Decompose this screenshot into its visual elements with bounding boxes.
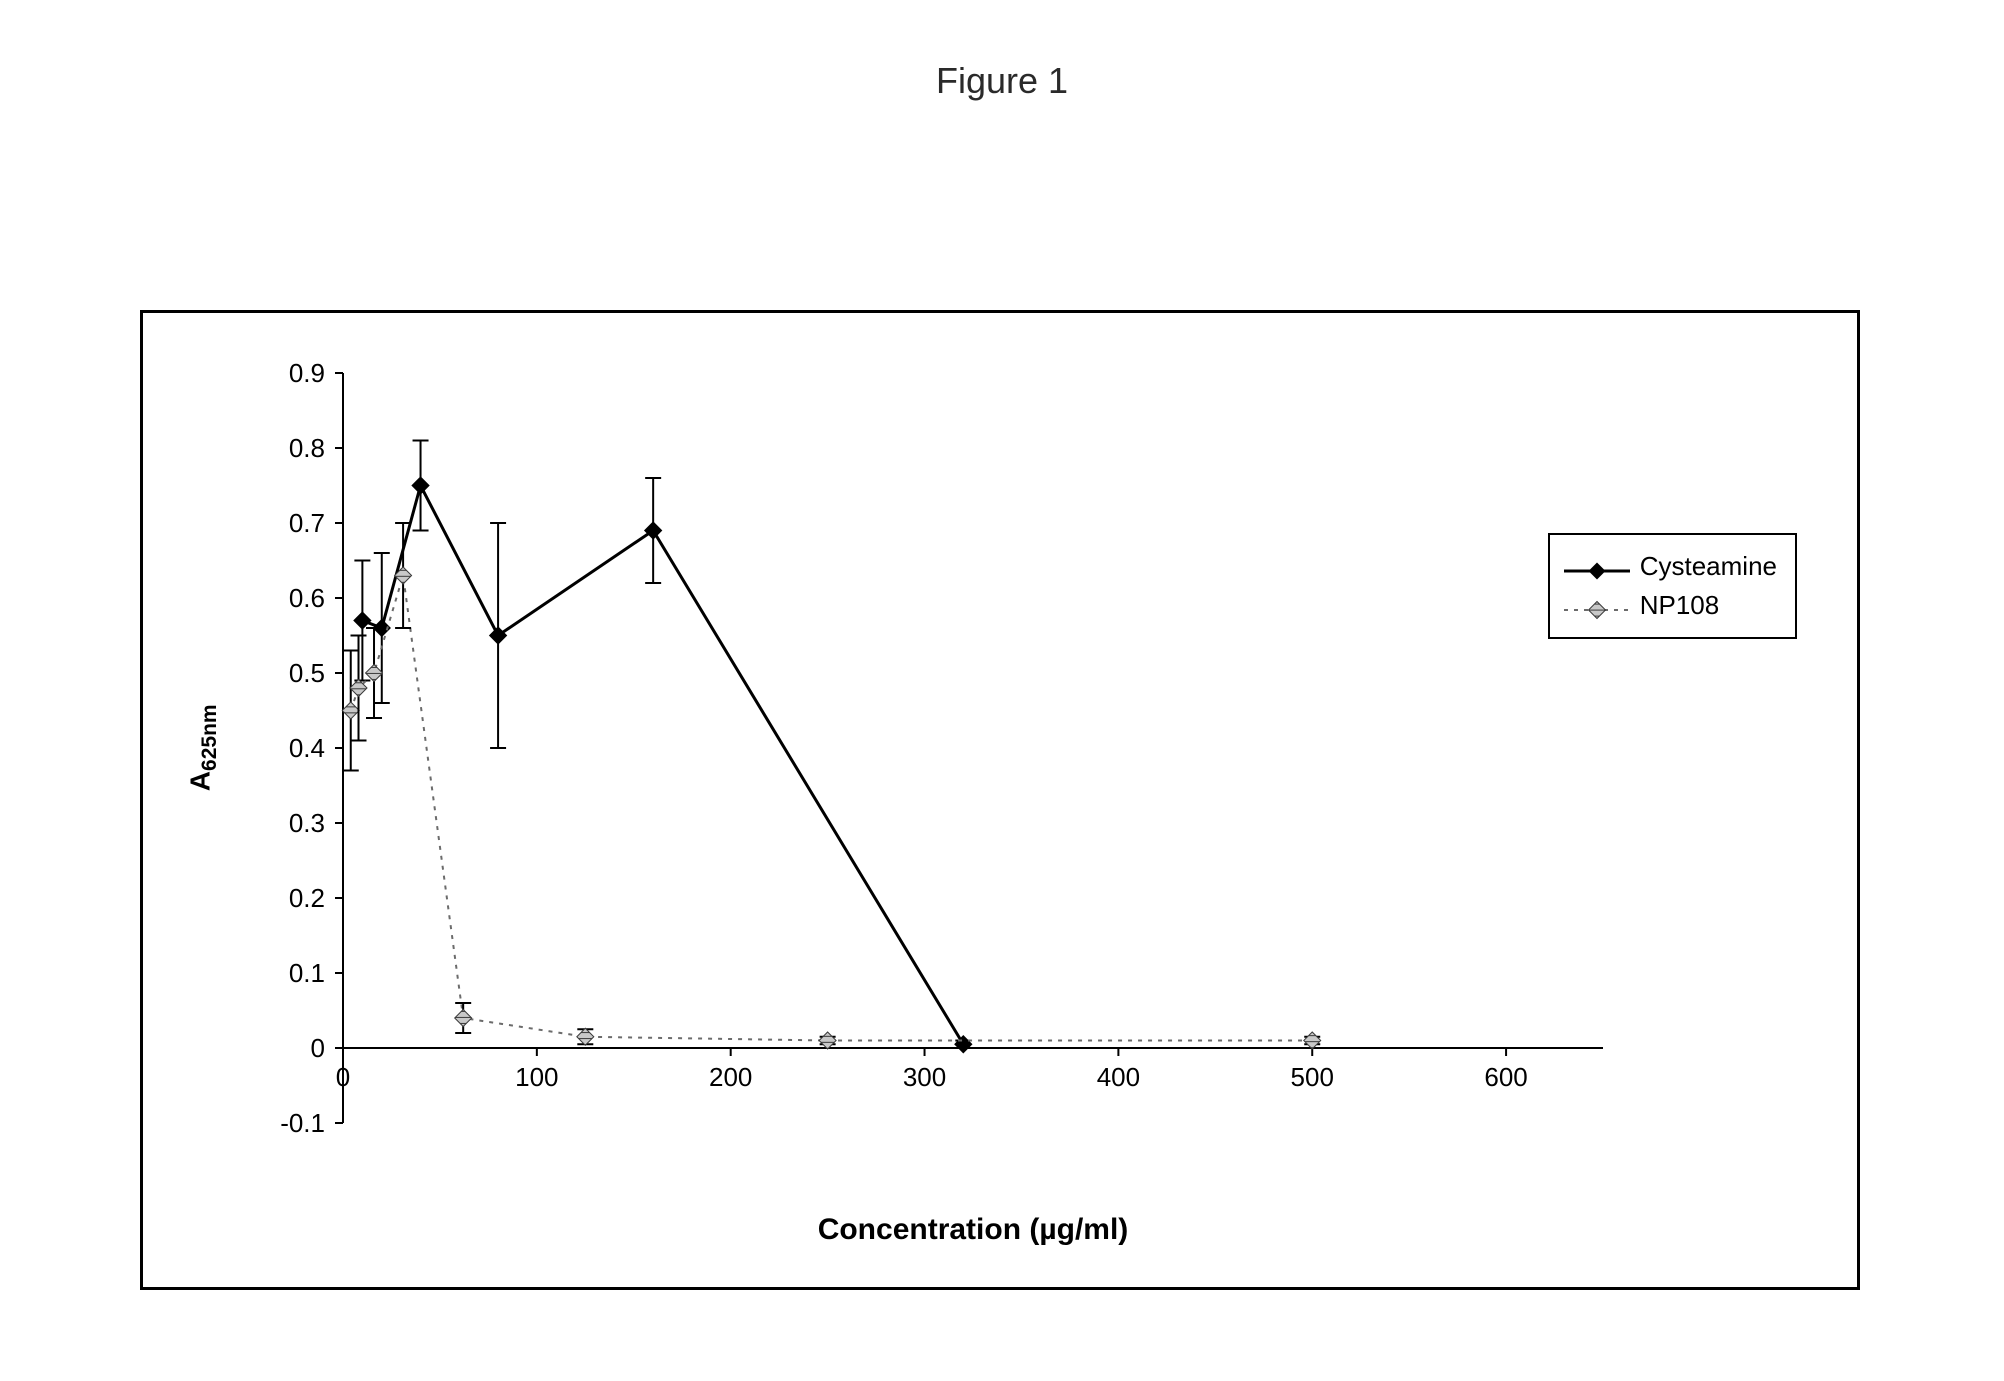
x-axis-title: Concentration (µg/ml) [343,1213,1603,1247]
page: Figure 1 A625nm -0.1 0 0.1 0.2 0.3 0.4 0.5 0.6 0… [0,0,2004,1381]
svg-text:0: 0 [336,1062,350,1092]
svg-text:0.3: 0.3 [289,808,325,838]
svg-text:0.9: 0.9 [289,358,325,388]
svg-text:100: 100 [515,1062,558,1092]
legend-swatch-cysteamine [1564,557,1630,577]
svg-text:200: 200 [709,1062,752,1092]
legend-item-cysteamine: Cysteamine [1564,547,1777,586]
plot-svg: -0.100.10.20.30.40.50.60.70.80.901002003… [343,373,1603,1123]
svg-text:400: 400 [1097,1062,1140,1092]
svg-text:500: 500 [1291,1062,1334,1092]
svg-text:-0.1: -0.1 [280,1108,325,1138]
y-axis-title-text: A625nm [184,705,222,792]
svg-text:0.7: 0.7 [289,508,325,538]
svg-text:0.5: 0.5 [289,658,325,688]
svg-text:0.6: 0.6 [289,583,325,613]
svg-text:600: 600 [1484,1062,1527,1092]
legend-swatch-np108 [1564,596,1630,616]
svg-text:300: 300 [903,1062,946,1092]
svg-text:0.1: 0.1 [289,958,325,988]
legend-label-np108: NP108 [1640,590,1720,621]
figure-title: Figure 1 [0,60,2004,102]
legend-label-cysteamine: Cysteamine [1640,551,1777,582]
svg-text:0.2: 0.2 [289,883,325,913]
svg-text:0.8: 0.8 [289,433,325,463]
legend-item-np108: NP108 [1564,586,1777,625]
svg-text:0: 0 [311,1033,325,1063]
svg-text:0.4: 0.4 [289,733,325,763]
legend: Cysteamine NP108 [1548,533,1797,639]
plot-area: -0.100.10.20.30.40.50.60.70.80.901002003… [343,373,1603,1123]
y-axis-title: A625nm [183,373,223,1123]
chart-frame: A625nm -0.1 0 0.1 0.2 0.3 0.4 0.5 0.6 0.7 0.8 0.9 0… [140,310,1860,1290]
